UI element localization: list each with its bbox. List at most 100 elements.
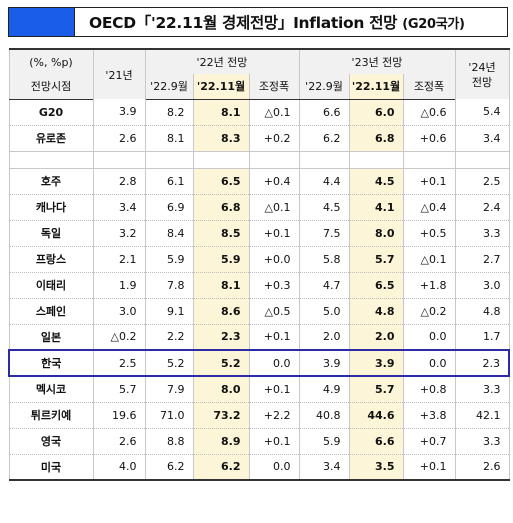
value-cell: 0.0 [402, 349, 456, 377]
country-label: 멕시코 [8, 376, 94, 403]
value-cell: 19.6 [92, 402, 146, 429]
value-cell: 3.9 [298, 349, 350, 377]
value-cell: 6.6 [348, 428, 404, 455]
value-cell: 3.3 [454, 220, 510, 247]
value-cell: 1.9 [92, 272, 146, 299]
value-cell: 3.4 [298, 454, 350, 481]
table-row: 스페인 3.0 9.1 8.6 △0.5 5.0 4.8 △0.2 4.8 [8, 298, 510, 325]
value-cell: 2.0 [298, 324, 350, 351]
value-cell: 5.0 [298, 298, 350, 325]
value-cell: 3.9 [348, 349, 404, 377]
value-cell: 6.8 [348, 125, 404, 152]
value-cell: 3.2 [92, 220, 146, 247]
value-cell: 5.8 [298, 246, 350, 273]
value-cell: 3.3 [454, 376, 510, 403]
value-cell: 4.8 [454, 298, 510, 325]
table-row: 프랑스 2.1 5.9 5.9 +0.0 5.8 5.7 △0.1 2.7 [8, 246, 510, 273]
nov22-header-2022: '22.11월 [192, 74, 250, 100]
value-cell: 5.7 [348, 246, 404, 273]
nov22-header-2023: '22.11월 [348, 74, 404, 100]
value-cell: 6.8 [192, 194, 250, 221]
year-2022-header: '22년 전망 [144, 48, 300, 74]
value-cell: 8.0 [192, 376, 250, 403]
value-cell: △0.5 [248, 298, 300, 325]
value-cell: +0.8 [402, 376, 456, 403]
title-main: OECD「'22.11월 경제전망」Inflation 전망 [89, 14, 403, 32]
value-cell: 3.4 [454, 125, 510, 152]
value-cell: 3.4 [92, 194, 146, 221]
title-suffix: (G20국가) [402, 17, 465, 32]
value-cell: +0.1 [248, 428, 300, 455]
value-cell: +3.8 [402, 402, 456, 429]
table-row: 캐나다 3.4 6.9 6.8 △0.1 4.5 4.1 △0.4 2.4 [8, 194, 510, 221]
value-cell: 4.1 [348, 194, 404, 221]
sep22-header-2023: '22.9월 [298, 74, 350, 100]
value-cell: 3.0 [92, 298, 146, 325]
country-label: 영국 [8, 428, 94, 455]
value-cell: +0.1 [402, 454, 456, 481]
value-cell: 2.8 [92, 168, 146, 195]
value-cell: 7.8 [144, 272, 194, 299]
country-label: 호주 [8, 168, 94, 195]
value-cell: 6.2 [192, 454, 250, 481]
group-spacer [8, 150, 510, 169]
value-cell: 9.1 [144, 298, 194, 325]
period-header: 전망시점 [8, 74, 94, 100]
value-cell: 6.2 [144, 454, 194, 481]
value-cell: 2.3 [192, 324, 250, 351]
country-label: 튀르키예 [8, 402, 94, 429]
value-cell: 2.5 [454, 168, 510, 195]
country-label: 스페인 [8, 298, 94, 325]
value-cell: 5.9 [298, 428, 350, 455]
value-cell: 2.5 [92, 349, 146, 377]
value-cell: 6.5 [348, 272, 404, 299]
value-cell: △0.1 [402, 246, 456, 273]
value-cell: 6.2 [298, 125, 350, 152]
value-cell: 6.5 [192, 168, 250, 195]
country-label: 일본 [8, 324, 94, 351]
title-bar: OECD「'22.11월 경제전망」Inflation 전망 (G20국가) [8, 7, 508, 37]
year-2024-header: '24년 전망 [454, 48, 510, 99]
value-cell: +1.8 [402, 272, 456, 299]
value-cell: 4.5 [348, 168, 404, 195]
value-cell: +0.1 [248, 220, 300, 247]
value-cell: 4.7 [298, 272, 350, 299]
value-cell: 8.9 [192, 428, 250, 455]
value-cell: △0.4 [402, 194, 456, 221]
value-cell: 1.7 [454, 324, 510, 351]
value-cell: 4.8 [348, 298, 404, 325]
value-cell: 0.0 [248, 454, 300, 481]
table-row: 영국 2.6 8.8 8.9 +0.1 5.9 6.6 +0.7 3.3 [8, 428, 510, 455]
value-cell: +0.2 [248, 125, 300, 152]
country-label: 독일 [8, 220, 94, 247]
value-cell: △0.6 [402, 99, 456, 126]
table-row: G20 3.9 8.2 8.1 △0.1 6.6 6.0 △0.6 5.4 [8, 99, 510, 126]
value-cell: 73.2 [192, 402, 250, 429]
value-cell: 5.9 [144, 246, 194, 273]
value-cell: 5.2 [192, 349, 250, 377]
value-cell: 8.1 [192, 272, 250, 299]
value-cell: 3.3 [454, 428, 510, 455]
value-cell: +0.3 [248, 272, 300, 299]
value-cell: 6.6 [298, 99, 350, 126]
value-cell: 42.1 [454, 402, 510, 429]
value-cell: 5.7 [348, 376, 404, 403]
value-cell: 2.0 [348, 324, 404, 351]
value-cell: +0.1 [248, 376, 300, 403]
inflation-table: (%, %p) '21년 '22년 전망 '23년 전망 '24년 전망 전망시… [8, 48, 510, 481]
year-2021-header: '21년 [92, 48, 146, 99]
value-cell: 2.6 [92, 428, 146, 455]
value-cell: 4.0 [92, 454, 146, 481]
value-cell: 8.1 [192, 99, 250, 126]
value-cell: 2.2 [144, 324, 194, 351]
value-cell: 7.5 [298, 220, 350, 247]
value-cell: △0.1 [248, 99, 300, 126]
value-cell: 5.2 [144, 349, 194, 377]
value-cell: +2.2 [248, 402, 300, 429]
value-cell: 2.3 [454, 349, 510, 377]
country-label: 미국 [8, 454, 94, 481]
value-cell: +0.1 [402, 168, 456, 195]
table-row: 멕시코 5.7 7.9 8.0 +0.1 4.9 5.7 +0.8 3.3 [8, 376, 510, 403]
table-row: 이태리 1.9 7.8 8.1 +0.3 4.7 6.5 +1.8 3.0 [8, 272, 510, 299]
year-2023-header: '23년 전망 [298, 48, 456, 74]
